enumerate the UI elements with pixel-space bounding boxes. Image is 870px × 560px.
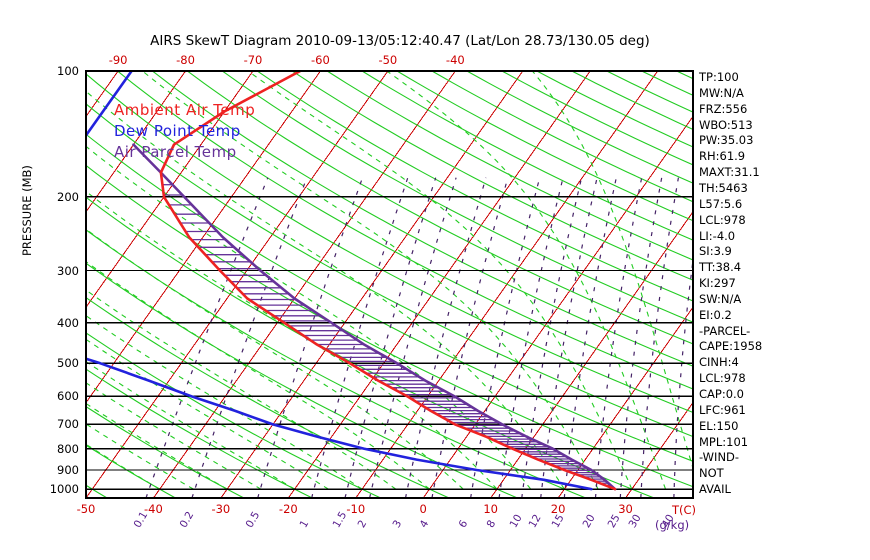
temp-tick-bottom--50: -50 (76, 502, 96, 516)
x-axis-title-mixing: (g/kg) (655, 518, 690, 532)
y-axis-title: PRESSURE (MB) (20, 165, 34, 256)
temp-tick-bottom-30: 30 (618, 502, 633, 516)
index-lcl: LCL:978 (699, 212, 746, 227)
index-wbo: WBO:513 (699, 117, 753, 132)
pressure-tick-400: 400 (57, 315, 79, 330)
index-tt: TT:38.4 (699, 260, 742, 275)
page-title: AIRS SkewT Diagram 2010-09-13/05:12:40.4… (150, 33, 650, 49)
index-mw: MW:N/A (699, 85, 744, 100)
pressure-tick-600: 600 (57, 389, 79, 404)
index-pw: PW:35.03 (699, 133, 754, 148)
index-li: LI:-4.0 (699, 228, 736, 243)
pressure-tick-1000: 1000 (49, 482, 79, 497)
temp-tick-top--50: -50 (378, 53, 398, 67)
index-cape: CAPE:1958 (699, 339, 763, 354)
pressure-tick-200: 200 (57, 189, 79, 204)
pressure-tick-300: 300 (57, 263, 79, 278)
index-hdr2: -WIND- (699, 450, 740, 465)
index-maxt: MAXT:31.1 (699, 165, 760, 180)
index-na1: NOT (699, 466, 724, 481)
index-frz: FRZ:556 (699, 101, 748, 116)
legend-item-0: Ambient Air Temp (114, 101, 256, 119)
temp-tick-bottom--40: -40 (144, 502, 163, 516)
legend-item-2: Air Parcel Temp (114, 143, 237, 161)
temp-tick-bottom-10: 10 (483, 502, 498, 516)
index-si: SI:3.9 (699, 244, 732, 259)
temp-tick-top--90: -90 (108, 53, 128, 67)
index-rh: RH:61.9 (699, 149, 746, 164)
temp-tick-bottom--20: -20 (278, 502, 298, 516)
index-th: TH:5463 (699, 180, 748, 195)
temp-tick-top--80: -80 (176, 53, 195, 67)
legend-item-1: Dew Point Temp (114, 122, 241, 140)
temp-tick-bottom--30: -30 (211, 502, 231, 516)
temp-tick-top--70: -70 (243, 53, 263, 67)
pressure-tick-100: 100 (57, 64, 79, 78)
index-l57: L57:5.6 (699, 196, 743, 211)
index-tp: TP:100 (699, 70, 739, 84)
index-lfc: LFC:961 (699, 402, 746, 417)
pressure-tick-700: 700 (57, 417, 79, 432)
index-ei: EI:0.2 (699, 307, 732, 322)
temp-tick-bottom--10: -10 (346, 502, 366, 516)
index-cinh: CINH:4 (699, 355, 739, 370)
index-cap: CAP:0.0 (699, 387, 744, 401)
index-ki: KI:297 (699, 276, 736, 291)
temp-tick-bottom-20: 20 (550, 502, 566, 516)
temp-tick-top--60: -60 (311, 53, 330, 67)
index-hdr1: -PARCEL- (699, 323, 751, 338)
index-sw: SW:N/A (699, 291, 742, 306)
pressure-tick-800: 800 (57, 441, 79, 456)
pressure-tick-500: 500 (57, 356, 79, 371)
index-mpl: MPL:101 (699, 434, 749, 449)
pressure-tick-900: 900 (57, 463, 79, 477)
index-lcl2: LCL:978 (699, 371, 746, 386)
index-el: EL:150 (699, 418, 739, 433)
index-na2: AVAIL (699, 482, 731, 497)
temp-tick-top--40: -40 (445, 53, 465, 67)
temp-tick-bottom-0: 0 (419, 502, 427, 516)
x-axis-title-temp: T(C) (672, 503, 697, 517)
